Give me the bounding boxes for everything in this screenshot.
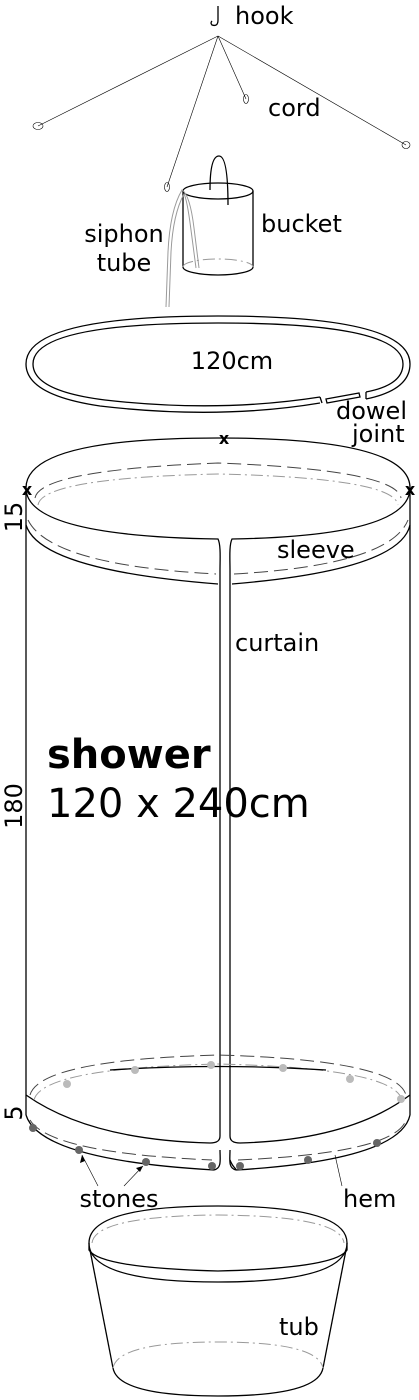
dowel-label-line2: joint: [351, 420, 405, 448]
stone: [29, 1124, 37, 1132]
cord-loop: [401, 141, 411, 149]
dim-middle: 180: [0, 783, 28, 829]
hem-label: hem: [343, 1185, 396, 1213]
shower-curtain: x x x sleeve curtain shower 120 x 240cm …: [0, 429, 416, 1171]
siphon-label-line1: siphon: [84, 220, 164, 248]
tub: tub: [88, 1205, 348, 1397]
hook-label: hook: [235, 2, 294, 30]
stones-label: stones: [79, 1185, 158, 1213]
curtain-label: curtain: [235, 629, 319, 657]
dowel-joint: [325, 392, 361, 404]
stones: [29, 1061, 405, 1170]
dowel-label-line1: dowel: [336, 397, 407, 425]
hook-icon: [210, 6, 219, 27]
diagram-dimensions: 120 x 240cm: [47, 781, 310, 827]
stone: [397, 1095, 405, 1103]
stone: [373, 1139, 381, 1147]
tub-label: tub: [279, 1313, 319, 1341]
cord-loop: [243, 94, 249, 104]
attach-mark: x: [405, 480, 416, 499]
leaders: stones hem: [79, 1154, 396, 1213]
bucket-handle: [209, 155, 229, 206]
diagram-title: shower: [47, 732, 211, 778]
bucket-label: bucket: [261, 210, 342, 238]
dim-top: 15: [0, 502, 28, 533]
stone: [131, 1066, 139, 1074]
cord-label: cord: [268, 94, 321, 122]
stone: [142, 1158, 150, 1166]
stone: [236, 1162, 244, 1170]
stone: [208, 1162, 216, 1170]
siphon-label-line2: tube: [97, 249, 152, 277]
stone: [304, 1156, 312, 1164]
stone: [346, 1075, 354, 1083]
dowel-ring: 120cm dowel joint: [25, 315, 411, 448]
cords: [37, 35, 407, 188]
hook-assembly: hook cord: [32, 2, 411, 192]
cord-loop: [164, 182, 170, 192]
cord-loop: [32, 122, 44, 130]
ring-size-label: 120cm: [191, 347, 273, 375]
dim-bottom: 5: [0, 1105, 28, 1120]
bucket: bucket: [182, 155, 342, 276]
attach-mark: x: [219, 429, 230, 448]
sleeve-label: sleeve: [277, 536, 355, 564]
stone: [207, 1061, 215, 1069]
attach-mark: x: [22, 480, 33, 499]
stone: [63, 1080, 71, 1088]
siphon-tube: siphon tube: [84, 189, 200, 308]
stone: [279, 1064, 287, 1072]
stone: [75, 1146, 83, 1154]
